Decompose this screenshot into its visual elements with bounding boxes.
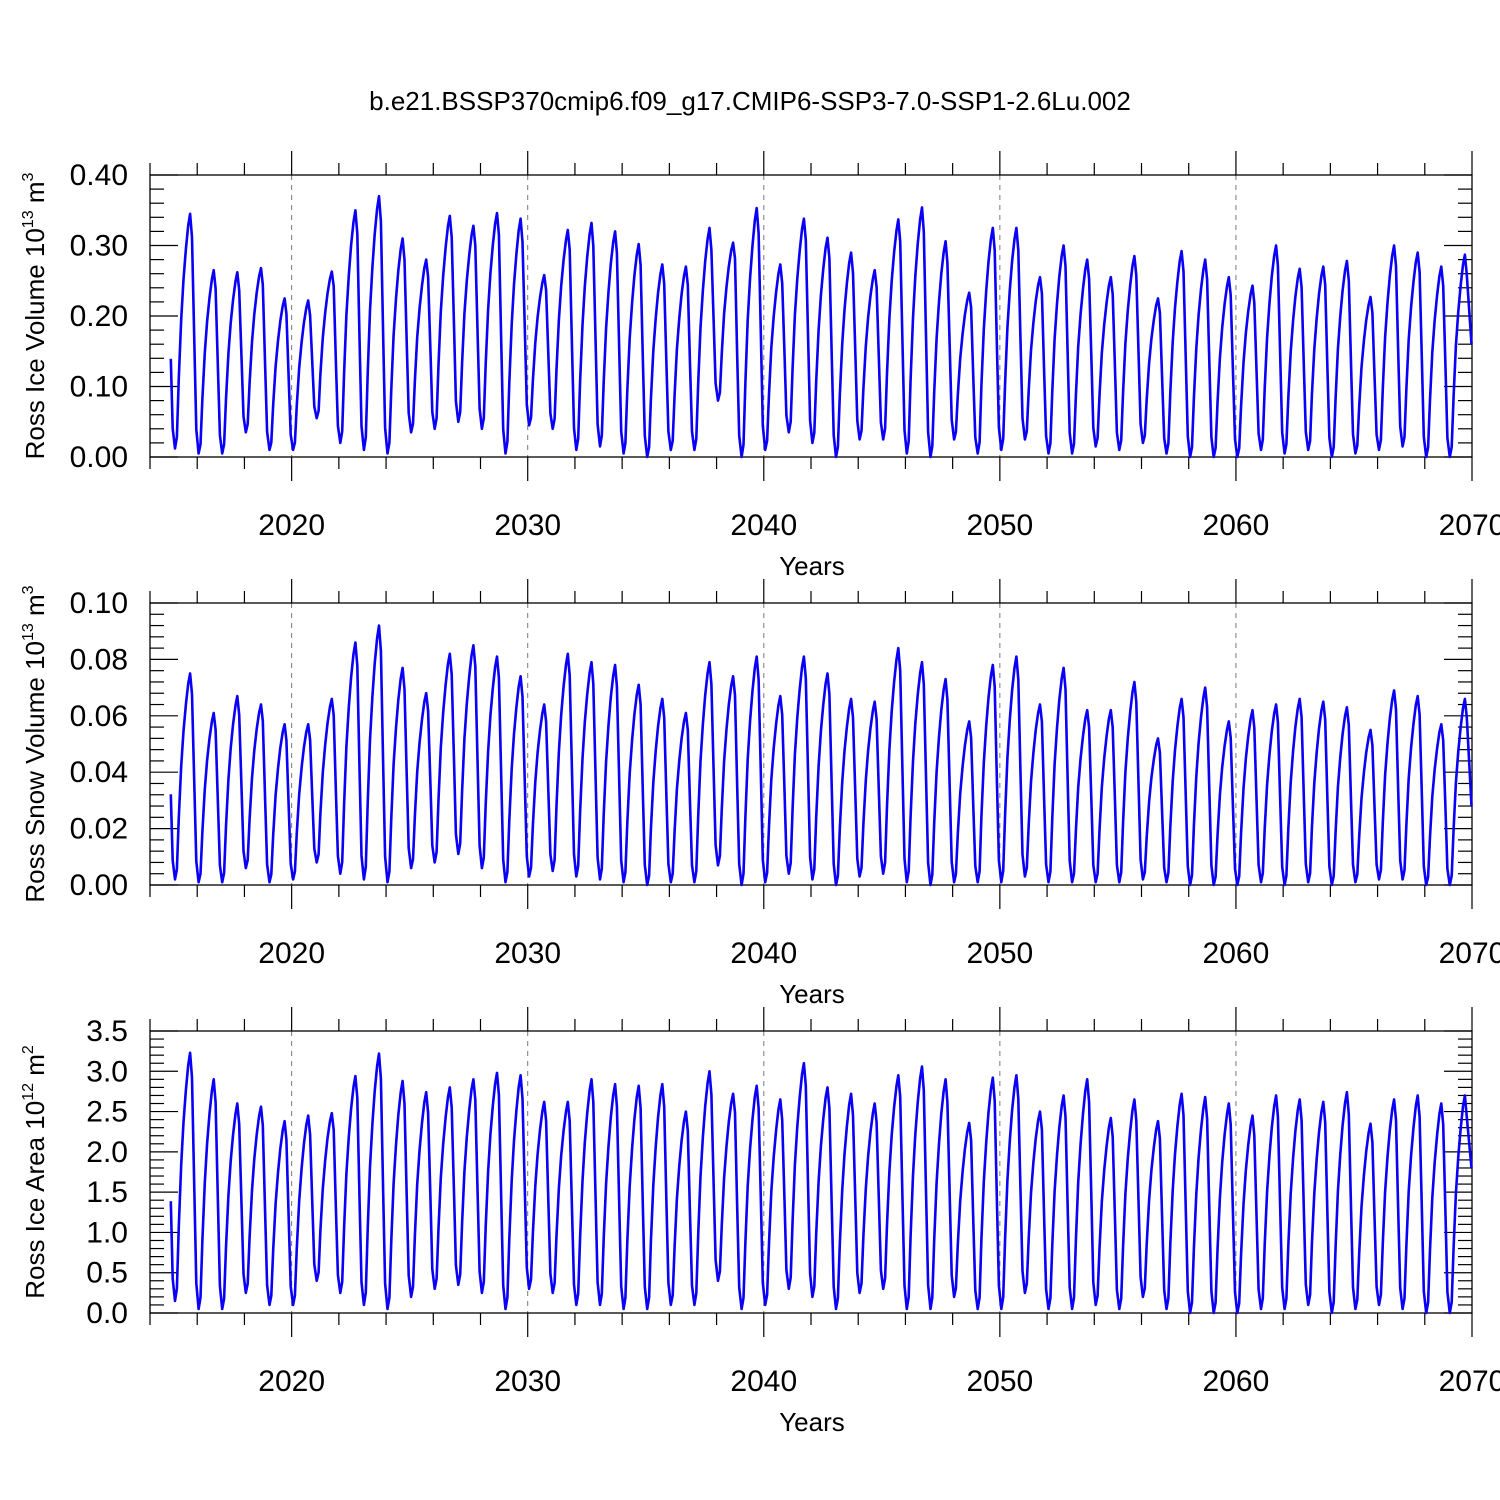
panel-2: 0.00 0.02 0.04 0.06 0.08 0.10 2020 2030 2040 2050… xyxy=(20,579,1500,1009)
series-line xyxy=(169,624,1473,887)
y-tick-label: 0.08 xyxy=(70,643,128,676)
x-tick-label: 2040 xyxy=(730,1365,797,1398)
x-axis-title: Years xyxy=(779,551,845,581)
x-tick-label: 2070 xyxy=(1439,509,1500,542)
panel-1: 0.00 0.10 0.20 0.30 0.40 2020 2030 2040 2050 2060… xyxy=(20,151,1500,581)
y-axis-title: Ross Snow Volume 1013 m3 xyxy=(20,585,50,902)
y-tick-label: 2.5 xyxy=(86,1096,128,1129)
y-tick-label: 0.20 xyxy=(70,300,128,333)
x-tick-label: 2060 xyxy=(1203,937,1270,970)
x-tick-label: 2070 xyxy=(1439,1365,1500,1398)
y-axis-title: Ross Ice Area 1012 m2 xyxy=(20,1045,50,1299)
y-tick-label: 0.02 xyxy=(70,813,128,846)
x-tick-label: 2020 xyxy=(258,509,325,542)
x-tick-label: 2020 xyxy=(258,937,325,970)
series-line xyxy=(169,194,1473,459)
x-tick-label: 2030 xyxy=(494,509,561,542)
x-tick-label: 2030 xyxy=(494,937,561,970)
y-tick-label: 0.04 xyxy=(70,756,128,789)
y-tick-label: 0.0 xyxy=(86,1297,128,1330)
panels: 0.00 0.10 0.20 0.30 0.40 2020 2030 2040 2050 2060… xyxy=(20,151,1500,1437)
figure-title: b.e21.BSSP370cmip6.f09_g17.CMIP6-SSP3-7.… xyxy=(369,86,1131,116)
y-tick-label: 0.00 xyxy=(70,869,128,902)
x-tick-label: 2070 xyxy=(1439,937,1500,970)
x-tick-label: 2050 xyxy=(966,509,1033,542)
y-tick-label: 1.0 xyxy=(86,1216,128,1249)
x-tick-label: 2040 xyxy=(730,937,797,970)
y-tick-label: 0.40 xyxy=(70,159,128,192)
y-tick-label: 0.06 xyxy=(70,700,128,733)
x-tick-label: 2060 xyxy=(1203,1365,1270,1398)
y-tick-label: 2.0 xyxy=(86,1136,128,1169)
x-tick-label: 2030 xyxy=(494,1365,561,1398)
y-tick-label: 0.00 xyxy=(70,441,128,474)
x-tick-label: 2040 xyxy=(730,509,797,542)
x-tick-label: 2020 xyxy=(258,1365,325,1398)
y-tick-label: 0.5 xyxy=(86,1257,128,1290)
series-line xyxy=(169,1051,1473,1315)
x-tick-label: 2050 xyxy=(966,1365,1033,1398)
y-tick-label: 0.10 xyxy=(70,371,128,404)
x-tick-label: 2060 xyxy=(1203,509,1270,542)
x-tick-label: 2050 xyxy=(966,937,1033,970)
x-axis-title: Years xyxy=(779,1407,845,1437)
x-axis-title: Years xyxy=(779,979,845,1009)
y-tick-label: 1.5 xyxy=(86,1176,128,1209)
y-tick-label: 0.30 xyxy=(70,230,128,263)
y-axis-title: Ross Ice Volume 1013 m3 xyxy=(20,172,50,459)
y-tick-label: 3.5 xyxy=(86,1015,128,1048)
y-tick-label: 3.0 xyxy=(86,1055,128,1088)
panel-3: 0.0 0.5 1.0 1.5 2.0 2.5 3.0 3.5 2020 2030 2040 2050… xyxy=(20,1007,1500,1437)
y-tick-label: 0.10 xyxy=(70,587,128,620)
